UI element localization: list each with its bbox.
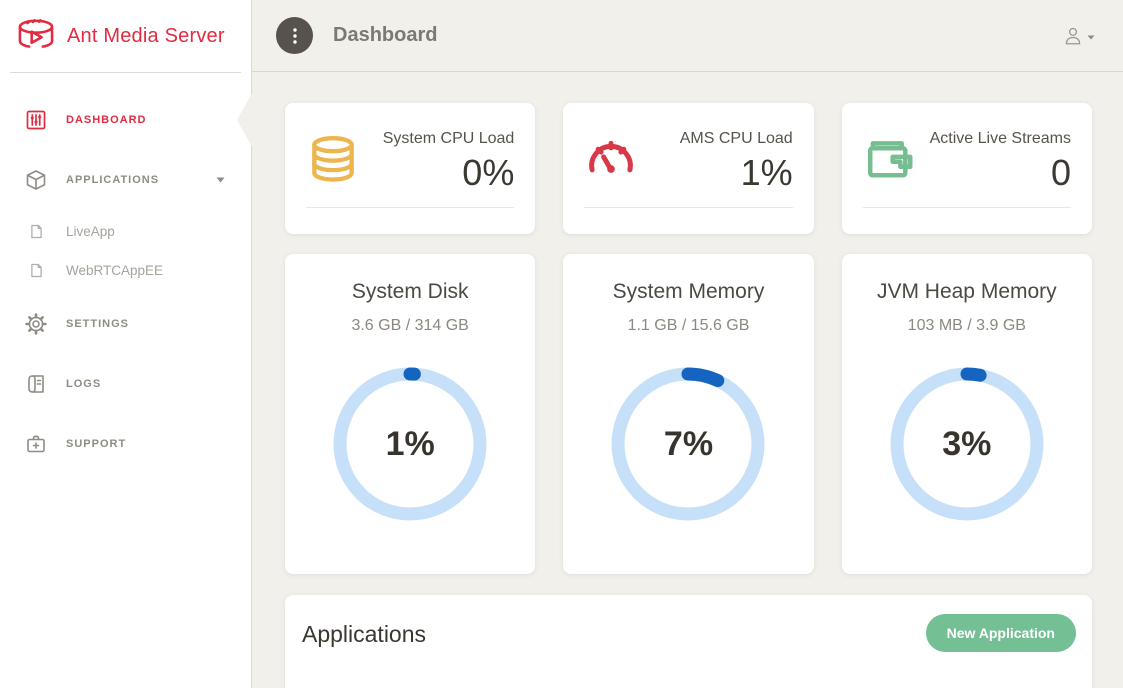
- new-application-button[interactable]: New Application: [925, 614, 1076, 653]
- logs-document-icon: [24, 372, 48, 396]
- support-kit-icon: [24, 432, 48, 456]
- sidebar-nav: DASHBOARD APPLICATIONS: [0, 73, 252, 472]
- sidebar-item-settings[interactable]: SETTINGS: [0, 296, 251, 352]
- stat-card-system-cpu-load: System CPU Load 0%: [285, 103, 536, 235]
- gauge-card-system-memory: System Memory 1.1 GB / 15.6 GB 7%: [563, 254, 814, 575]
- user-menu-button[interactable]: [1058, 21, 1099, 51]
- gear-icon: [24, 312, 48, 336]
- gauge-card-jvm-heap-memory: JVM Heap Memory 103 MB / 3.9 GB 3%: [841, 254, 1092, 575]
- sidebar-item-label: LiveApp: [66, 224, 115, 239]
- kebab-menu-icon: [292, 27, 297, 44]
- sidebar-item-label: SUPPORT: [66, 438, 127, 450]
- page-title: Dashboard: [333, 24, 438, 46]
- sidebar-item-label: APPLICATIONS: [66, 174, 160, 186]
- brand-logo[interactable]: Ant Media Server: [0, 0, 251, 72]
- main-area: Dashboard: [252, 0, 1123, 688]
- stat-label: AMS CPU Load: [679, 130, 793, 147]
- wallet-icon: [863, 128, 923, 193]
- applications-title: Applications: [302, 621, 427, 648]
- sidebar-item-liveapp[interactable]: LiveApp: [0, 212, 251, 251]
- sidebar-item-logs[interactable]: LOGS: [0, 356, 251, 412]
- sidebar-item-label: LOGS: [66, 378, 102, 390]
- gauge-percent-label: 7%: [663, 424, 714, 463]
- applications-section: Applications New Application: [285, 595, 1092, 688]
- dashboard-sliders-icon: [24, 108, 48, 132]
- donut-gauge-jvm-heap-memory: 3%: [886, 363, 1048, 525]
- applications-box-icon: [24, 168, 48, 192]
- card-divider: [862, 207, 1071, 209]
- file-icon: [28, 262, 45, 279]
- sidebar-divider: [10, 72, 241, 73]
- stat-card-ams-cpu-load: AMS CPU Load 1%: [563, 103, 814, 235]
- database-icon: [306, 128, 366, 193]
- stat-value: 0%: [462, 152, 515, 194]
- stat-cards-row: System CPU Load 0%: [285, 103, 1092, 235]
- gauge-title: System Memory: [612, 280, 765, 304]
- sidebar-item-dashboard[interactable]: DASHBOARD: [0, 92, 252, 148]
- stat-value: 0: [1050, 152, 1071, 194]
- stat-label: System CPU Load: [382, 130, 515, 147]
- gauge-subtitle: 103 MB / 3.9 GB: [907, 317, 1026, 335]
- stat-card-active-live-streams: Active Live Streams 0: [841, 103, 1092, 235]
- brand-name: Ant Media Server: [67, 24, 225, 47]
- card-divider: [584, 207, 793, 209]
- chevron-down-icon: [216, 177, 225, 183]
- gauge-card-system-disk: System Disk 3.6 GB / 314 GB 1%: [285, 254, 536, 575]
- top-bar: Dashboard: [252, 0, 1123, 72]
- ant-media-logo-icon: [15, 17, 57, 55]
- sidebar-item-support[interactable]: SUPPORT: [0, 416, 251, 472]
- gauge-subtitle: 1.1 GB / 15.6 GB: [627, 317, 750, 335]
- chevron-down-icon: [1087, 27, 1095, 45]
- gauge-title: JVM Heap Memory: [876, 280, 1057, 304]
- sidebar-item-label: SETTINGS: [66, 318, 130, 330]
- stat-label: Active Live Streams: [929, 130, 1071, 147]
- file-icon: [28, 223, 45, 240]
- donut-gauge-system-disk: 1%: [329, 363, 491, 525]
- gauge-percent-label: 1%: [385, 424, 435, 463]
- dashboard-content: System CPU Load 0%: [252, 72, 1123, 688]
- gauge-title: System Disk: [351, 280, 469, 304]
- sidebar-item-label: WebRTCAppEE: [66, 263, 164, 278]
- sidebar: Ant Media Server DASHBOARD: [0, 0, 252, 688]
- sidebar-item-label: DASHBOARD: [66, 114, 147, 126]
- user-icon: [1062, 25, 1084, 47]
- stat-value: 1%: [740, 152, 793, 194]
- sidebar-item-webrtcappee[interactable]: WebRTCAppEE: [0, 251, 251, 290]
- sidebar-item-applications[interactable]: APPLICATIONS: [0, 152, 251, 208]
- speedometer-icon: [584, 128, 644, 193]
- sidebar-toggle-kebab-button[interactable]: [276, 17, 313, 54]
- card-divider: [306, 207, 515, 209]
- donut-gauge-system-memory: 7%: [607, 363, 769, 525]
- active-item-arrow: [237, 93, 252, 147]
- gauge-cards-row: System Disk 3.6 GB / 314 GB 1% System Me…: [285, 254, 1092, 575]
- gauge-subtitle: 3.6 GB / 314 GB: [351, 317, 469, 335]
- gauge-percent-label: 3%: [942, 424, 992, 463]
